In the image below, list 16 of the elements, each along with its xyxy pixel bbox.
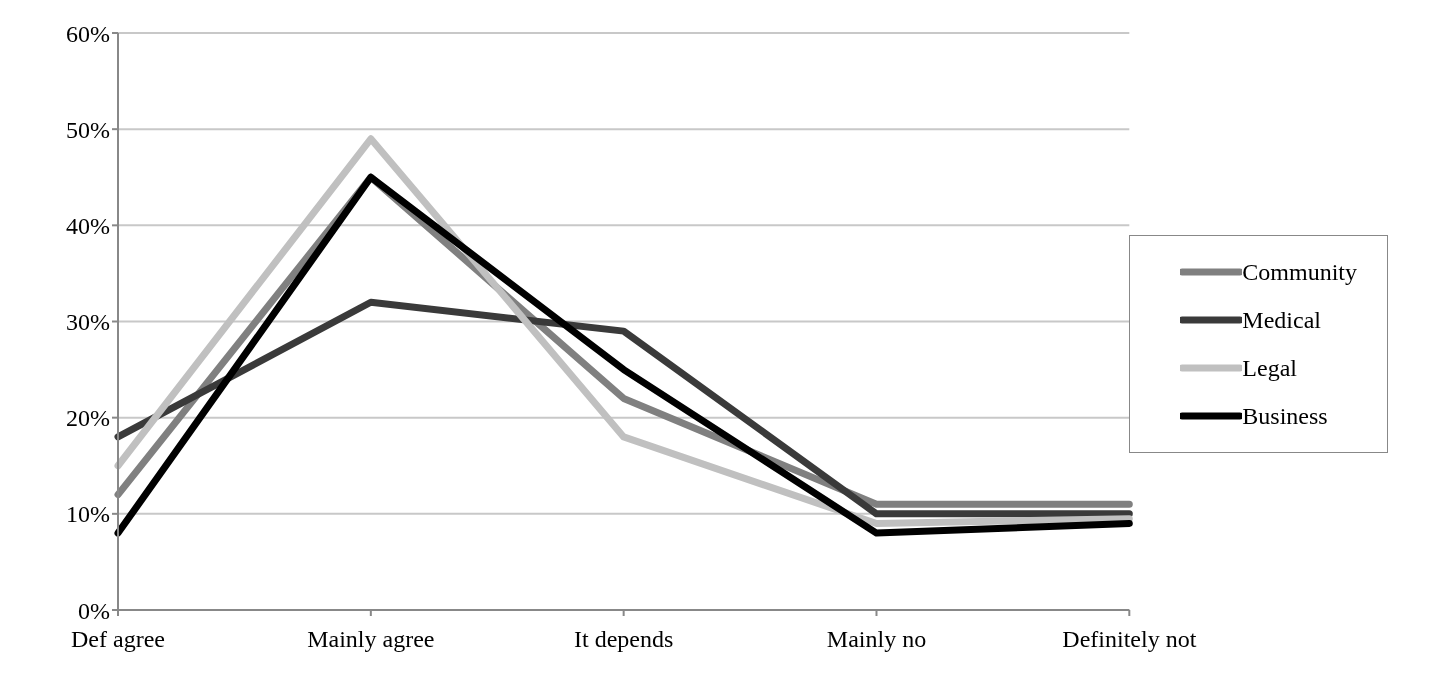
- y-tick-label: 10%: [66, 501, 110, 528]
- x-tick-label: It depends: [574, 626, 674, 653]
- x-tick-label: Mainly no: [826, 626, 927, 653]
- x-tick-label: Definitely not: [1062, 626, 1197, 653]
- y-tick-label: 60%: [66, 20, 110, 47]
- x-tick-label: Mainly agree: [307, 626, 435, 653]
- y-tick-label: 50%: [66, 116, 110, 143]
- x-tick-label: Def agree: [71, 626, 165, 653]
- y-tick-label: 30%: [66, 309, 110, 336]
- legend-label: Business: [1242, 402, 1328, 431]
- legend-label: Medical: [1242, 306, 1321, 335]
- legend-label: Legal: [1242, 354, 1297, 383]
- y-tick-label: 40%: [66, 212, 110, 239]
- y-tick-label: 20%: [66, 405, 110, 432]
- y-tick-label: 0%: [78, 597, 110, 624]
- legend-label: Community: [1242, 258, 1357, 287]
